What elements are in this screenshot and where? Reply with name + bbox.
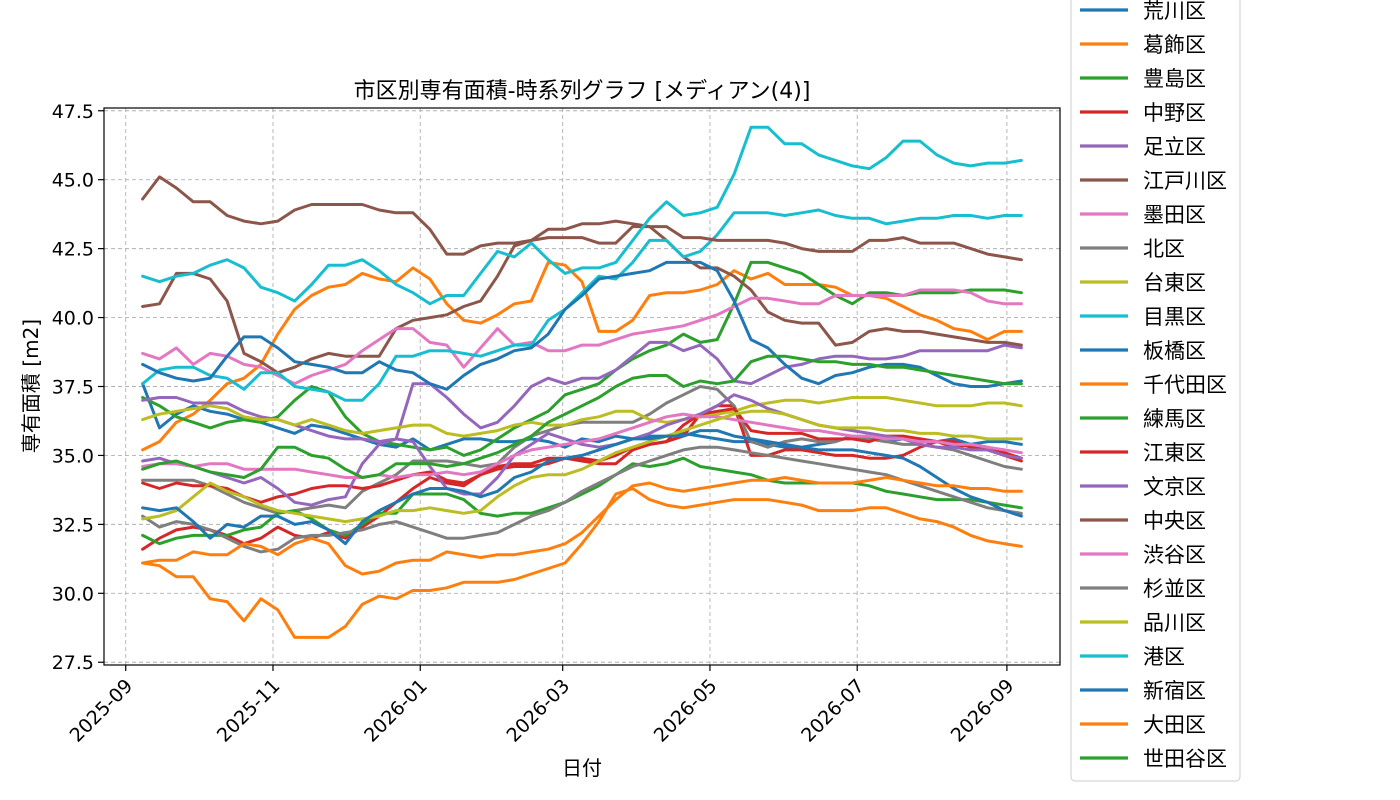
x-tick-label: 2026-01 [360, 675, 432, 747]
x-tick-label: 2025-11 [213, 675, 285, 747]
series-line-19 [141, 125, 1023, 306]
legend-label: 中野区 [1143, 101, 1206, 125]
legend-label: 江東区 [1143, 441, 1206, 465]
series-lines [141, 125, 1023, 639]
x-tick-label: 2026-05 [650, 675, 722, 747]
y-axis-label: 専有面積 [m2] [19, 319, 43, 453]
series-line-9 [141, 208, 1023, 402]
y-tick-label: 32.5 [52, 514, 94, 536]
series-line-17 [141, 445, 1023, 554]
y-tick-label: 42.5 [52, 239, 94, 261]
y-tick-label: 30.0 [52, 583, 94, 605]
x-axis-ticks: 2025-09 2025-11 2026-01 2026-03 2026-05 2026-… [66, 665, 1019, 747]
series-line-22 [141, 354, 1023, 479]
series-line-8 [141, 396, 1023, 438]
legend-label: 港区 [1143, 645, 1185, 669]
legend-label: 練馬区 [1143, 407, 1206, 431]
y-tick-label: 45.0 [52, 170, 94, 192]
series-line-20 [141, 429, 1023, 546]
chart-title: 市区別専有面積-時系列グラフ [メディアン(4)] [354, 79, 811, 104]
x-tick-label: 2026-07 [797, 675, 869, 747]
y-tick-label: 47.5 [52, 101, 94, 123]
legend-label: 豊島区 [1143, 67, 1206, 91]
series-line-13 [141, 407, 1023, 504]
legend-label: 千代田区 [1143, 373, 1227, 397]
legend-label: 中央区 [1143, 509, 1206, 533]
series-line-2 [141, 260, 1023, 457]
legend-label: 葛飾区 [1143, 33, 1206, 57]
legend-label: 江戸川区 [1143, 169, 1227, 193]
legend-label: 大田区 [1143, 713, 1206, 737]
series-line-15 [141, 175, 1023, 262]
legend-label: 目黒区 [1143, 305, 1206, 329]
legend-label: 北区 [1143, 237, 1185, 261]
legend-label: 品川区 [1143, 611, 1206, 635]
x-tick-label: 2025-09 [66, 675, 138, 747]
series-line-18 [141, 409, 1023, 524]
legend-label: 板橋区 [1143, 339, 1206, 363]
series-line-16 [141, 412, 1023, 479]
legend-label: 渋谷区 [1143, 543, 1206, 567]
legend-label: 墨田区 [1143, 203, 1206, 227]
legend-label: 世田谷区 [1143, 747, 1227, 771]
legend: 荒川区葛飾区豊島区中野区足立区江戸川区墨田区北区台東区目黒区板橋区千代田区練馬区… [1070, 0, 1241, 782]
y-axis-ticks: 27.5 30.0 32.5 35.0 37.5 40.0 42.5 45.0 47.5 [52, 101, 104, 674]
y-tick-label: 35.0 [52, 445, 94, 467]
y-tick-label: 27.5 [52, 652, 94, 674]
legend-label: 足立区 [1143, 135, 1206, 159]
series-line-14 [141, 393, 1023, 507]
legend-label: 新宿区 [1143, 679, 1206, 703]
series-line-5 [141, 219, 1023, 375]
legend-label: 荒川区 [1143, 0, 1206, 23]
series-line-11 [141, 487, 1023, 639]
y-tick-label: 40.0 [52, 308, 94, 330]
legend-box [1070, 0, 1241, 782]
legend-label: 文京区 [1143, 475, 1206, 499]
x-tick-label: 2026-09 [947, 675, 1019, 747]
x-tick-label: 2026-03 [503, 675, 575, 747]
legend-label: 台東区 [1143, 271, 1206, 295]
y-tick-label: 37.5 [52, 377, 94, 399]
series-line-3 [141, 404, 1023, 551]
series-line-21 [141, 476, 1023, 576]
legend-label: 杉並区 [1143, 577, 1206, 601]
x-axis-label: 日付 [562, 756, 602, 780]
